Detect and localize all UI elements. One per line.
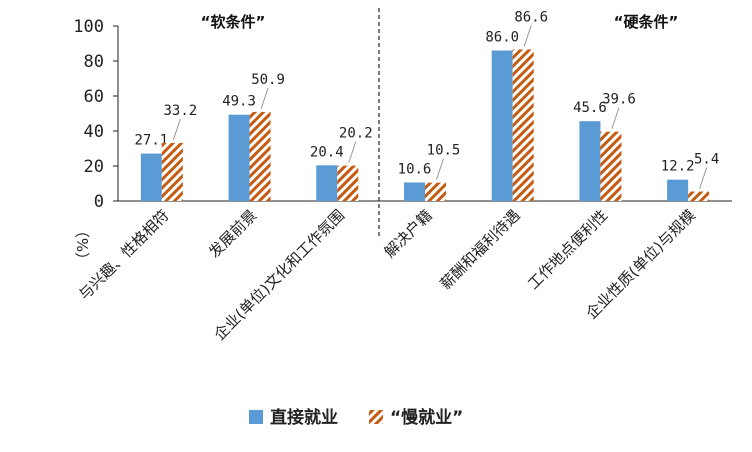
bar-slow bbox=[249, 111, 271, 201]
data-label-slow: 86.6 bbox=[514, 9, 548, 25]
bar-direct bbox=[491, 50, 513, 201]
data-label-leader-line bbox=[348, 141, 357, 163]
bar-slow bbox=[425, 182, 446, 201]
group-label-hard: “硬条件” bbox=[614, 13, 679, 31]
bar-direct bbox=[404, 182, 425, 201]
bar-slow bbox=[337, 165, 359, 201]
category-label: 工作地点便利性 bbox=[524, 206, 611, 293]
bars-group: 27.1 33.2 49.3 50.9 20.4 20.2 10.6 10.5 86.0 86.6… bbox=[134, 9, 719, 202]
legend: 直接就业 “慢就业” bbox=[249, 407, 463, 428]
data-label-slow: 5.4 bbox=[694, 152, 719, 168]
data-label-direct: 10.6 bbox=[398, 161, 432, 177]
legend-label-direct: 直接就业 bbox=[270, 407, 338, 428]
category-label: 发展前景 bbox=[205, 206, 260, 261]
data-label-leader-line bbox=[172, 118, 181, 141]
data-label-direct: 86.0 bbox=[485, 30, 519, 46]
y-tick-label: 80 bbox=[84, 52, 104, 72]
bar-direct bbox=[667, 179, 689, 201]
data-label-direct: 49.3 bbox=[222, 94, 256, 110]
bar-slow bbox=[600, 131, 622, 201]
category-label: 薪酬和福利待遇 bbox=[437, 206, 524, 293]
data-label-slow: 33.2 bbox=[163, 103, 197, 119]
y-tick-label: 100 bbox=[73, 17, 104, 37]
bar-slow bbox=[688, 191, 710, 201]
group-label-soft: “软条件” bbox=[201, 13, 266, 31]
y-tick-label: 0 bbox=[94, 192, 104, 212]
data-label-direct: 45.6 bbox=[573, 100, 607, 116]
data-label-direct: 27.1 bbox=[134, 133, 168, 149]
data-label-slow: 10.5 bbox=[427, 143, 461, 159]
bar-direct bbox=[228, 114, 250, 201]
y-tick-label: 40 bbox=[84, 122, 104, 142]
data-label-slow: 20.2 bbox=[339, 126, 373, 142]
bar-direct bbox=[579, 121, 601, 201]
y-axis-unit-label: （%） bbox=[74, 223, 92, 267]
category-label: 解决户籍 bbox=[381, 206, 436, 261]
y-tick-label: 20 bbox=[84, 157, 104, 177]
bar-direct bbox=[316, 165, 338, 201]
data-label-slow: 50.9 bbox=[251, 72, 285, 88]
data-label-leader-line bbox=[699, 167, 708, 189]
data-label-slow: 39.6 bbox=[602, 92, 636, 108]
data-label-leader-line bbox=[523, 25, 532, 47]
bar-slow bbox=[161, 142, 183, 201]
legend-label-slow: “慢就业” bbox=[390, 407, 463, 428]
bar-direct bbox=[140, 153, 162, 201]
legend-swatch-direct bbox=[249, 410, 263, 424]
data-label-leader-line bbox=[436, 158, 444, 180]
y-tick-label: 60 bbox=[84, 87, 104, 107]
data-label-leader-line bbox=[611, 107, 620, 129]
data-label-direct: 12.2 bbox=[661, 159, 695, 175]
data-label-direct: 20.4 bbox=[310, 144, 344, 160]
bar-slow bbox=[512, 49, 534, 202]
legend-swatch-slow bbox=[369, 410, 383, 424]
data-label-leader-line bbox=[260, 87, 269, 110]
y-axis-ticks: 0 20 40 60 80 100 bbox=[73, 17, 118, 212]
